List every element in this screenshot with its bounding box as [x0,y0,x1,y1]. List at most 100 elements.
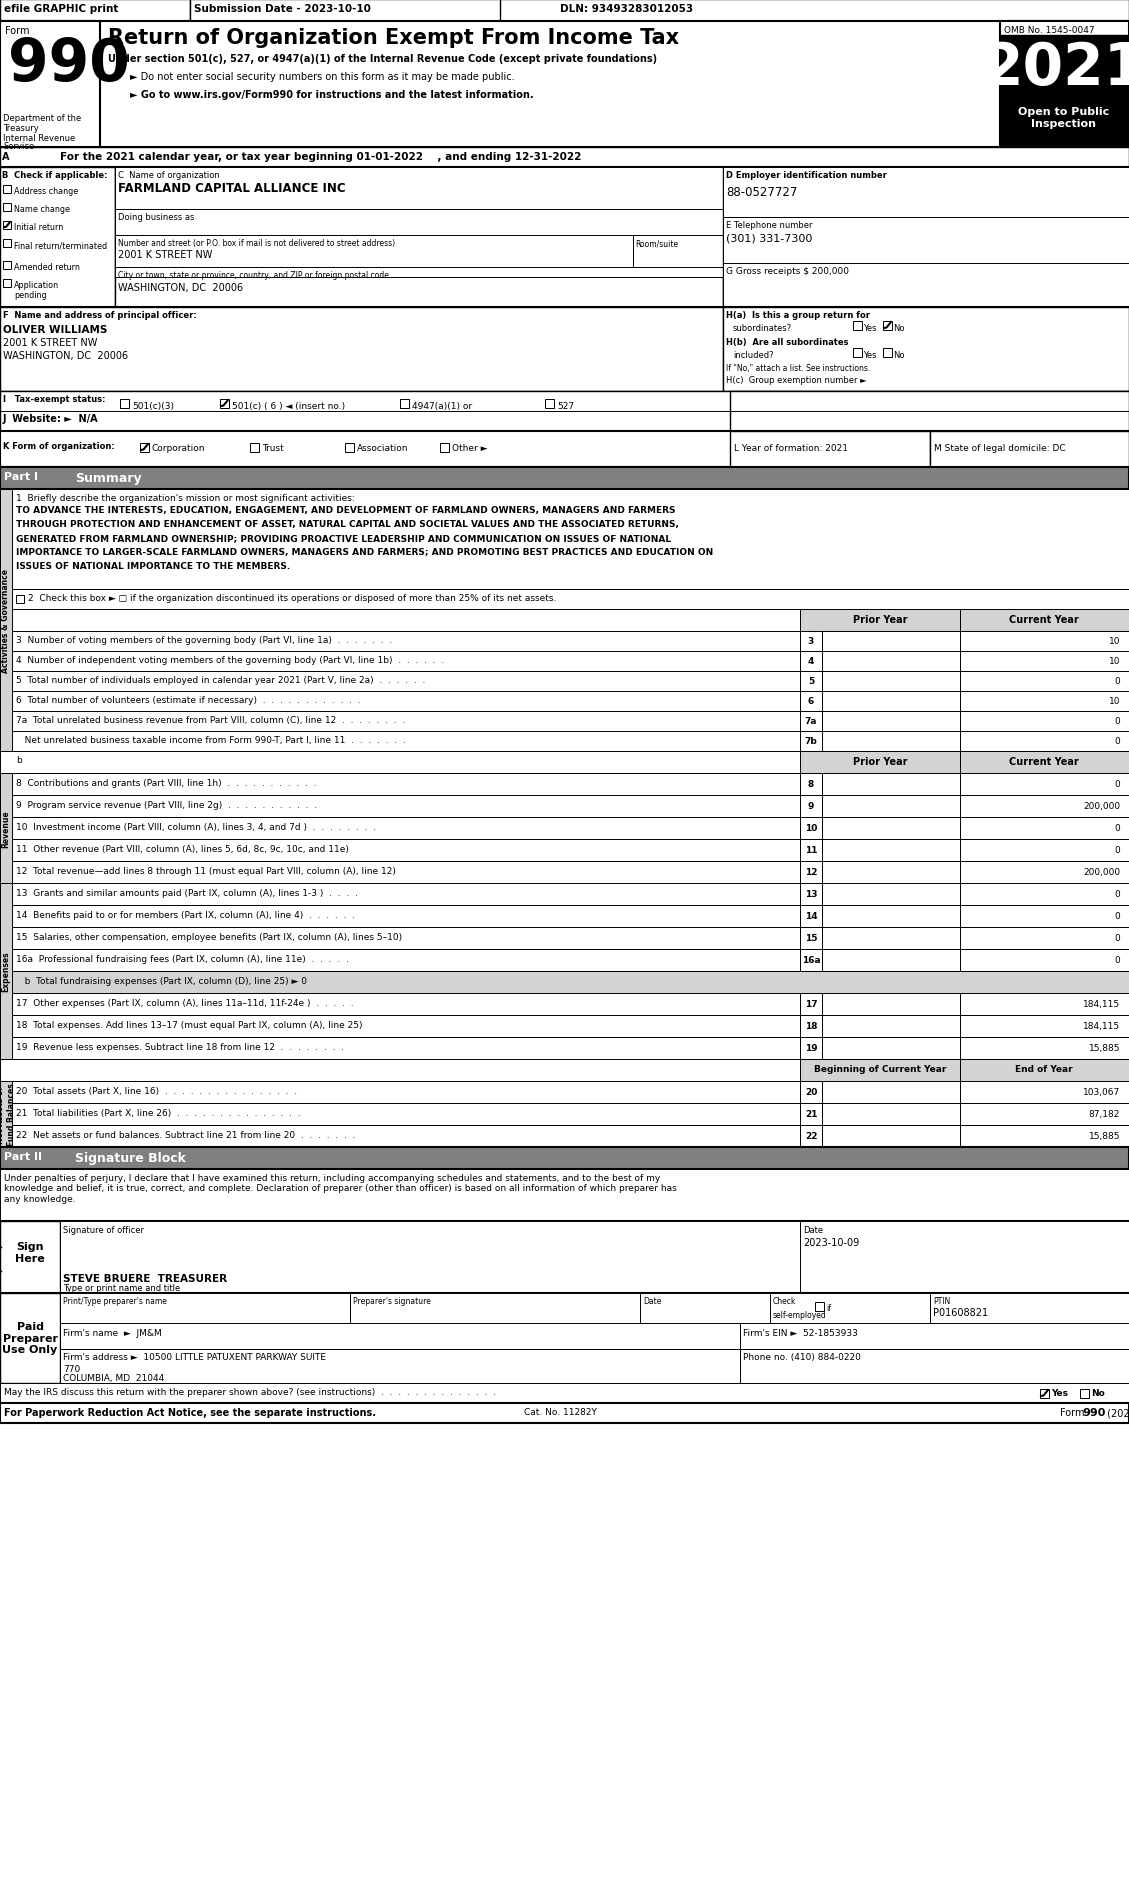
Bar [220,399,229,408]
Text: 990: 990 [1082,1408,1105,1417]
Text: 0: 0 [1114,779,1120,789]
Text: Net Assets or
Fund Balances: Net Assets or Fund Balances [0,1082,16,1146]
Bar [16,597,24,604]
Text: Internal Revenue: Internal Revenue [3,134,76,143]
Text: P01608821: P01608821 [933,1308,988,1317]
Text: Submission Date - 2023-10-10: Submission Date - 2023-10-10 [194,4,370,13]
Text: 15: 15 [805,933,817,943]
Text: 10: 10 [1109,636,1120,646]
Text: 21  Total liabilities (Part X, line 26)  .  .  .  .  .  .  .  .  .  .  .  .  .  : 21 Total liabilities (Part X, line 26) .… [16,1108,300,1118]
Text: FARMLAND CAPITAL ALLIANCE INC: FARMLAND CAPITAL ALLIANCE INC [119,183,345,196]
Bar [800,1103,822,1125]
Text: F  Name and address of principal officer:: F Name and address of principal officer: [3,311,196,320]
Bar [0,711,1129,732]
Text: efile GRAPHIC print: efile GRAPHIC print [5,4,119,13]
Text: Doing business as: Doing business as [119,213,194,222]
Text: 9: 9 [808,802,814,811]
Text: Preparer's signature: Preparer's signature [353,1297,431,1306]
Text: Prior Year: Prior Year [852,757,908,766]
Text: Form: Form [1060,1408,1087,1417]
Bar [822,1016,960,1037]
Text: 18  Total expenses. Add lines 13–17 (must equal Part IX, column (A), line 25): 18 Total expenses. Add lines 13–17 (must… [16,1020,362,1029]
Text: ► Go to www.irs.gov/Form990 for instructions and the latest information.: ► Go to www.irs.gov/Form990 for instruct… [130,90,534,100]
Bar [0,774,1129,796]
Text: Department of the: Department of the [3,115,81,122]
Bar [0,1221,1129,1293]
Bar [800,1125,822,1148]
Text: Prior Year: Prior Year [852,615,908,625]
Text: City or town, state or province, country, and ZIP or foreign postal code: City or town, state or province, country… [119,271,388,280]
Text: If "No," attach a list. See instructions.: If "No," attach a list. See instructions… [726,363,870,373]
Bar [0,905,1129,928]
Bar [800,711,822,732]
Text: 0: 0 [1114,678,1120,685]
Bar [0,0,1129,23]
Text: 200,000: 200,000 [1083,868,1120,877]
Text: 0: 0 [1114,956,1120,964]
Text: PTIN: PTIN [933,1297,951,1306]
Bar [0,1016,1129,1037]
Bar [800,610,960,632]
Bar [115,167,723,211]
Text: Number and street (or P.O. box if mail is not delivered to street address): Number and street (or P.O. box if mail i… [119,239,395,248]
Bar [960,711,1129,732]
Bar [3,203,11,213]
Bar [960,610,1129,632]
Bar [0,309,1129,391]
Text: For the 2021 calendar year, or tax year beginning 01-01-2022    , and ending 12-: For the 2021 calendar year, or tax year … [60,152,581,162]
Text: C  Name of organization: C Name of organization [119,171,220,181]
Bar [400,399,409,408]
Text: Service: Service [3,141,34,151]
Bar [822,1125,960,1148]
Bar [0,883,1129,905]
Text: 19  Revenue less expenses. Subtract line 18 from line 12  .  .  .  .  .  .  .  .: 19 Revenue less expenses. Subtract line … [16,1043,344,1052]
Text: 10: 10 [1109,696,1120,706]
Text: 11  Other revenue (Part VIII, column (A), lines 5, 6d, 8c, 9c, 10c, and 11e): 11 Other revenue (Part VIII, column (A),… [16,845,349,854]
Bar [545,399,554,408]
Text: (301) 331-7300: (301) 331-7300 [726,233,813,243]
Bar [190,0,500,23]
Text: Firm's name  ►  JM&M: Firm's name ► JM&M [63,1329,161,1338]
Text: Under section 501(c), 527, or 4947(a)(1) of the Internal Revenue Code (except pr: Under section 501(c), 527, or 4947(a)(1)… [108,55,657,64]
Text: 15,885: 15,885 [1088,1043,1120,1052]
Bar [0,391,1129,431]
Text: 0: 0 [1114,911,1120,920]
Text: (2021): (2021) [1104,1408,1129,1417]
Bar [0,994,1129,1016]
Bar [960,1016,1129,1037]
Text: 5  Total number of individuals employed in calendar year 2021 (Part V, line 2a) : 5 Total number of individuals employed i… [16,676,426,685]
Text: 6: 6 [808,696,814,706]
Bar [0,839,1129,862]
Bar [0,1293,60,1383]
Text: Net unrelated business taxable income from Form 990-T, Part I, line 11  .  .  . : Net unrelated business taxable income fr… [16,736,405,745]
Bar [1000,36,1129,104]
Text: 20  Total assets (Part X, line 16)  .  .  .  .  .  .  .  .  .  .  .  .  .  .  . : 20 Total assets (Part X, line 16) . . . … [16,1086,297,1095]
Text: G Gross receipts $ 200,000: G Gross receipts $ 200,000 [726,267,849,277]
Bar [0,1293,1129,1383]
Text: Address change: Address change [14,186,78,196]
Text: Sign
Here: Sign Here [15,1242,45,1263]
Bar [800,774,822,796]
Bar [0,1383,1129,1404]
Bar [960,672,1129,691]
Bar [3,262,11,269]
Text: subordinates?: subordinates? [733,324,793,333]
Text: 10: 10 [1109,657,1120,666]
Bar [960,651,1129,672]
Bar [0,23,1129,149]
Text: self-employed: self-employed [773,1310,826,1319]
Bar [0,469,1129,489]
Bar [960,1103,1129,1125]
Text: Cat. No. 11282Y: Cat. No. 11282Y [524,1408,596,1417]
Bar [723,167,1129,218]
Text: End of Year: End of Year [1015,1065,1073,1073]
Text: 9  Program service revenue (Part VIII, line 2g)  .  .  .  .  .  .  .  .  .  .  .: 9 Program service revenue (Part VIII, li… [16,800,317,809]
Text: Part I: Part I [5,472,38,482]
Bar [822,1082,960,1103]
Bar [960,950,1129,971]
Text: 2  Check this box ► □ if the organization discontinued its operations or dispose: 2 Check this box ► □ if the organization… [28,593,557,602]
Text: 501(c) ( 6 ) ◄ (insert no.): 501(c) ( 6 ) ◄ (insert no.) [231,401,345,410]
Bar [0,309,723,391]
Text: COLUMBIA, MD  21044: COLUMBIA, MD 21044 [63,1374,164,1381]
Bar [0,928,1129,950]
